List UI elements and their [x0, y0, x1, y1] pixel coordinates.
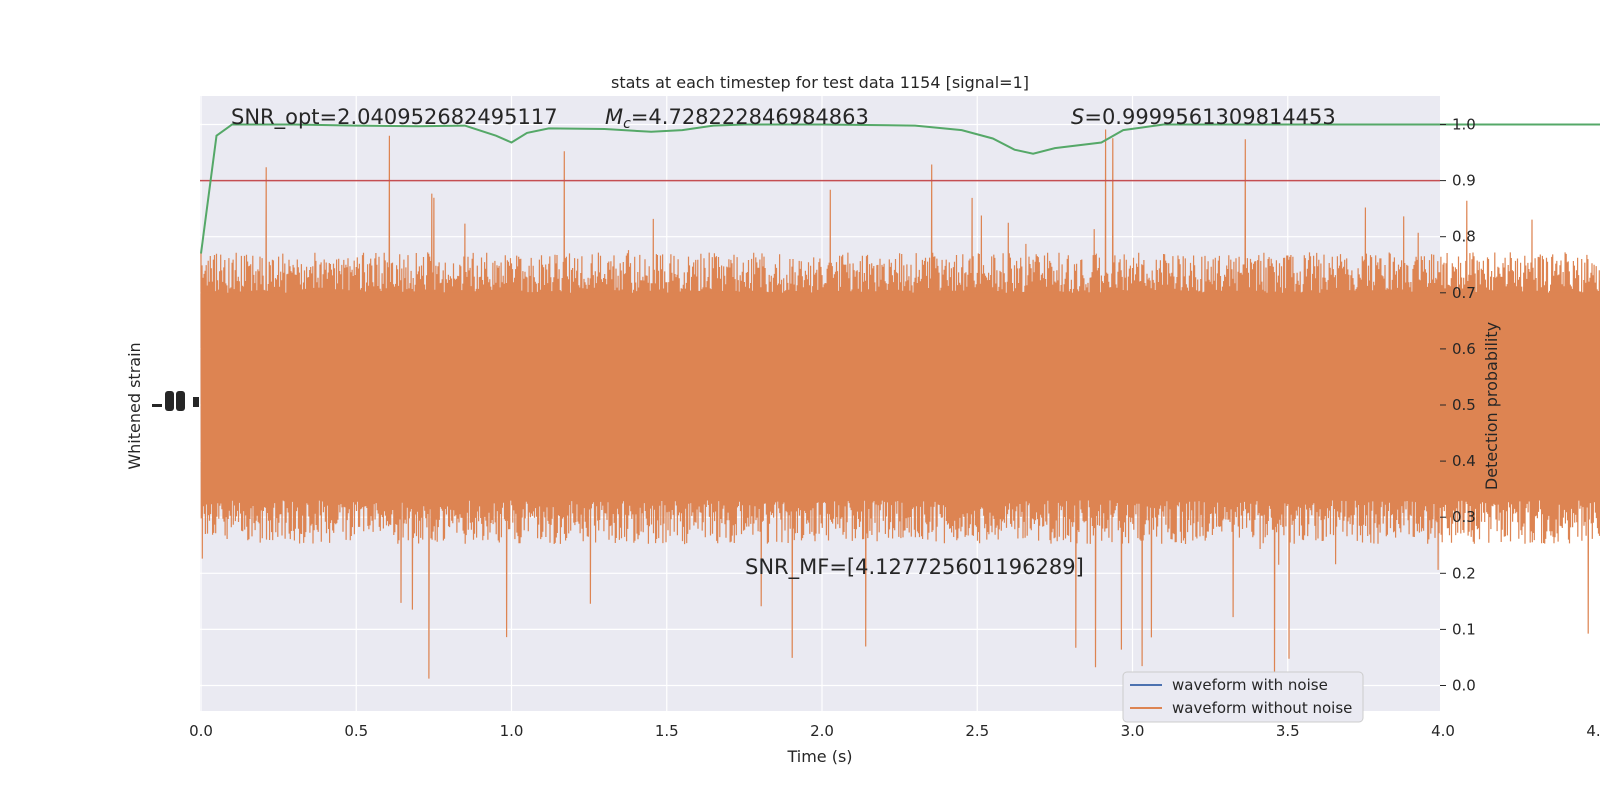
x-tick-label: 1.5: [655, 722, 679, 740]
x-tick-label: 3.0: [1121, 722, 1145, 740]
left-axis-tick-cluster: [152, 391, 199, 411]
y-tick-label: 0.0: [1452, 677, 1476, 695]
y-tick-label: 0.2: [1452, 564, 1476, 582]
x-axis-label: Time (s): [786, 747, 852, 766]
y-tick-label: 0.1: [1452, 620, 1476, 638]
x-tick-label: 0.0: [189, 722, 213, 740]
y-tick-label: 0.6: [1452, 340, 1476, 358]
x-tick-label: 2.5: [965, 722, 989, 740]
s-value: =0.9999561309814453: [1084, 105, 1335, 129]
y-axis-label-left: Whitened strain: [125, 342, 144, 469]
y-tick-label: 0.5: [1452, 396, 1476, 414]
chart-title: stats at each timestep for test data 115…: [611, 73, 1029, 92]
x-tick-label: 0.5: [344, 722, 368, 740]
legend-label-without-noise: waveform without noise: [1172, 699, 1352, 717]
y-tick-label: 0.4: [1452, 452, 1476, 470]
legend-box: [1122, 671, 1364, 723]
x-tick-label: 4.5: [1586, 722, 1600, 740]
mc-symbol: M: [605, 105, 623, 129]
annotation-snr-opt: SNR_opt=2.040952682495117: [231, 105, 558, 130]
y-axis-label-right: Detection probability: [1482, 322, 1501, 490]
y-axis-ticks-right: 0.0 0.1 0.2 0.3 0.4 0.5 0.6 0.7 0.8 0.9 1.0: [1440, 116, 1476, 695]
y-tick-label: 0.7: [1452, 284, 1476, 302]
mc-subscript: c: [623, 116, 631, 132]
waveform-without-noise-series: [200, 129, 1600, 679]
x-axis-ticks: 0.00.51.01.52.02.53.03.54.04.55.05.56.06…: [189, 722, 1600, 740]
y-tick-label: 0.3: [1452, 508, 1476, 526]
x-tick-label: 2.0: [810, 722, 834, 740]
mc-value: =4.728222846984863: [631, 105, 869, 129]
legend: waveform with noise waveform without noi…: [1122, 671, 1364, 723]
detection-probability-line: [200, 123, 1600, 254]
detection-probability-series: [200, 123, 1600, 254]
waveform-dense-band: [201, 292, 1600, 501]
legend-label-with-noise: waveform with noise: [1172, 676, 1328, 694]
y-tick-label: 0.8: [1452, 228, 1476, 246]
annotation-s-stat: S=0.9999561309814453: [1071, 105, 1336, 129]
annotation-chirp-mass: Mc=4.728222846984863: [605, 105, 869, 132]
y-tick-label: 1.0: [1452, 116, 1476, 134]
x-tick-label: 4.0: [1431, 722, 1455, 740]
y-tick-label: 0.9: [1452, 172, 1476, 190]
x-tick-label: 3.5: [1276, 722, 1300, 740]
annotation-snr-mf: SNR_MF=[4.127725601196289]: [745, 555, 1084, 580]
x-tick-label: 1.0: [500, 722, 524, 740]
s-symbol: S: [1071, 105, 1084, 129]
